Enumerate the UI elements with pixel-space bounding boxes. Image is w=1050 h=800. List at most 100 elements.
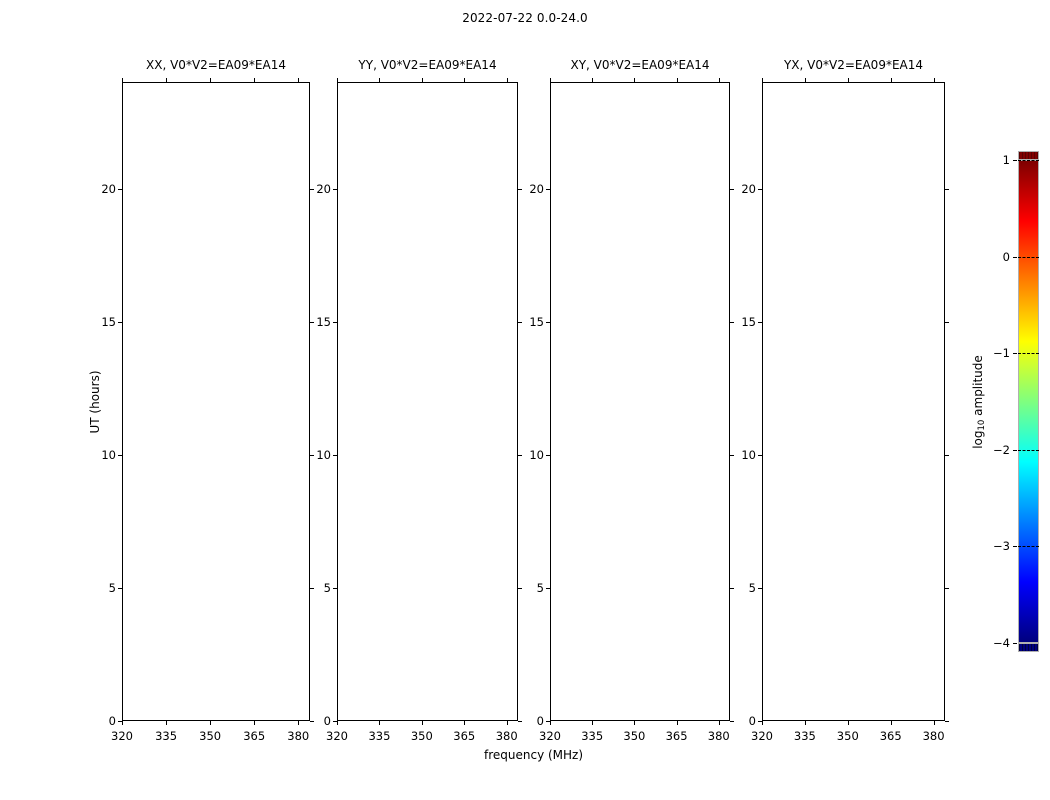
x-tick-top [298,78,300,82]
y-tick [118,321,122,323]
y-tick [546,454,550,456]
x-tick-top [506,78,508,82]
colorbar-extend-under [1018,643,1039,652]
y-tick [118,188,122,190]
colorbar-tick-label: −1 [993,346,1010,361]
x-tick-top [379,78,381,82]
x-tick-top [634,78,636,82]
x-tick-label: 320 [751,729,773,743]
colorbar-tick-line [1018,160,1039,161]
colorbar-tick-mark [1013,256,1017,258]
colorbar-tick-line [1018,353,1039,355]
y-tick-right [945,188,949,190]
x-tick [122,721,123,725]
x-tick-top [166,78,168,82]
plot-panel-yy [337,82,518,721]
x-tick-label: 350 [836,729,859,743]
colorbar-tick-label: −4 [993,636,1010,650]
x-tick [847,721,849,725]
y-tick-right [518,587,522,589]
y-tick-right [518,188,522,190]
x-tick-top [933,78,935,82]
y-tick [546,188,550,190]
plot-panel-xy [550,82,730,721]
colorbar-label-tail: amplitude [971,354,985,420]
colorbar-label-subscript: 10 [977,419,987,430]
x-tick-label: 350 [410,729,433,743]
y-tick-right [518,721,522,722]
y-tick [333,721,337,722]
plot-panel-xx [122,82,310,721]
x-tick-label: 350 [623,729,646,743]
y-tick-label: 5 [108,580,116,595]
colorbar-label: log10 amplitude [971,354,987,449]
colorbar-tick-mark [1013,449,1017,451]
colorbar-tick-label: −3 [993,539,1010,554]
x-tick-label: 335 [793,729,816,743]
y-tick-label: 0 [323,714,331,728]
x-tick-label: 380 [922,729,945,743]
x-tick [337,721,338,725]
x-tick-label: 380 [287,729,310,743]
y-tick-label: 0 [536,714,544,728]
colorbar-tick-label: 1 [1002,153,1010,167]
x-tick [421,721,423,725]
x-tick-label: 365 [243,729,266,743]
y-tick-label: 20 [741,181,756,196]
y-tick [118,454,122,456]
x-tick-top [762,78,763,82]
x-tick-label: 320 [539,729,561,743]
y-tick [118,587,122,589]
y-tick [758,321,762,323]
x-tick [379,721,381,725]
x-tick-top [718,78,720,82]
y-tick-label: 5 [323,580,331,595]
x-tick-label: 380 [495,729,518,743]
x-tick-label: 335 [581,729,604,743]
colorbar-tick-line [1018,449,1039,451]
panel-title-xy: XY, V0*V2=EA09*EA14 [570,58,710,72]
x-tick-top [254,78,256,82]
x-tick-top [592,78,594,82]
colorbar-tick-mark [1013,546,1017,548]
x-axis-label: frequency (MHz) [483,748,584,762]
colorbar-tick-label: 0 [1002,249,1010,264]
x-tick [718,721,720,725]
y-tick-label: 15 [101,314,116,329]
x-tick-top [676,78,678,82]
y-tick-right [945,587,949,589]
x-tick [166,721,168,725]
y-tick-label: 10 [741,447,756,462]
y-tick-label: 10 [529,447,544,462]
y-tick-label: 15 [316,314,331,329]
y-tick-label: 15 [741,314,756,329]
x-tick [592,721,594,725]
x-tick [550,721,551,725]
colorbar-tick-label: −2 [993,442,1010,457]
panel-title-yy: YY, V0*V2=EA09*EA14 [358,58,497,72]
x-tick-top [847,78,849,82]
y-tick-right [310,587,314,589]
y-tick-right [518,321,522,323]
y-tick-right [730,454,734,456]
x-tick [298,721,300,725]
colorbar-gradient [1018,160,1039,643]
colorbar-tick-line [1018,546,1039,548]
x-tick-label: 350 [199,729,222,743]
x-tick [804,721,806,725]
y-tick-right [730,188,734,190]
x-tick-top [464,78,466,82]
x-tick-top [337,78,338,82]
y-tick-right [945,321,949,323]
colorbar-tick-mark [1013,353,1017,355]
x-tick-top [421,78,423,82]
x-tick-label: 320 [326,729,348,743]
y-tick-label: 10 [316,447,331,462]
x-tick [464,721,466,725]
colorbar-tick-mark [1013,160,1017,161]
colorbar [1018,160,1039,643]
x-tick-top [550,78,551,82]
y-tick [333,454,337,456]
panel-title-yx: YX, V0*V2=EA09*EA14 [783,58,924,72]
y-tick-label: 20 [316,181,331,196]
